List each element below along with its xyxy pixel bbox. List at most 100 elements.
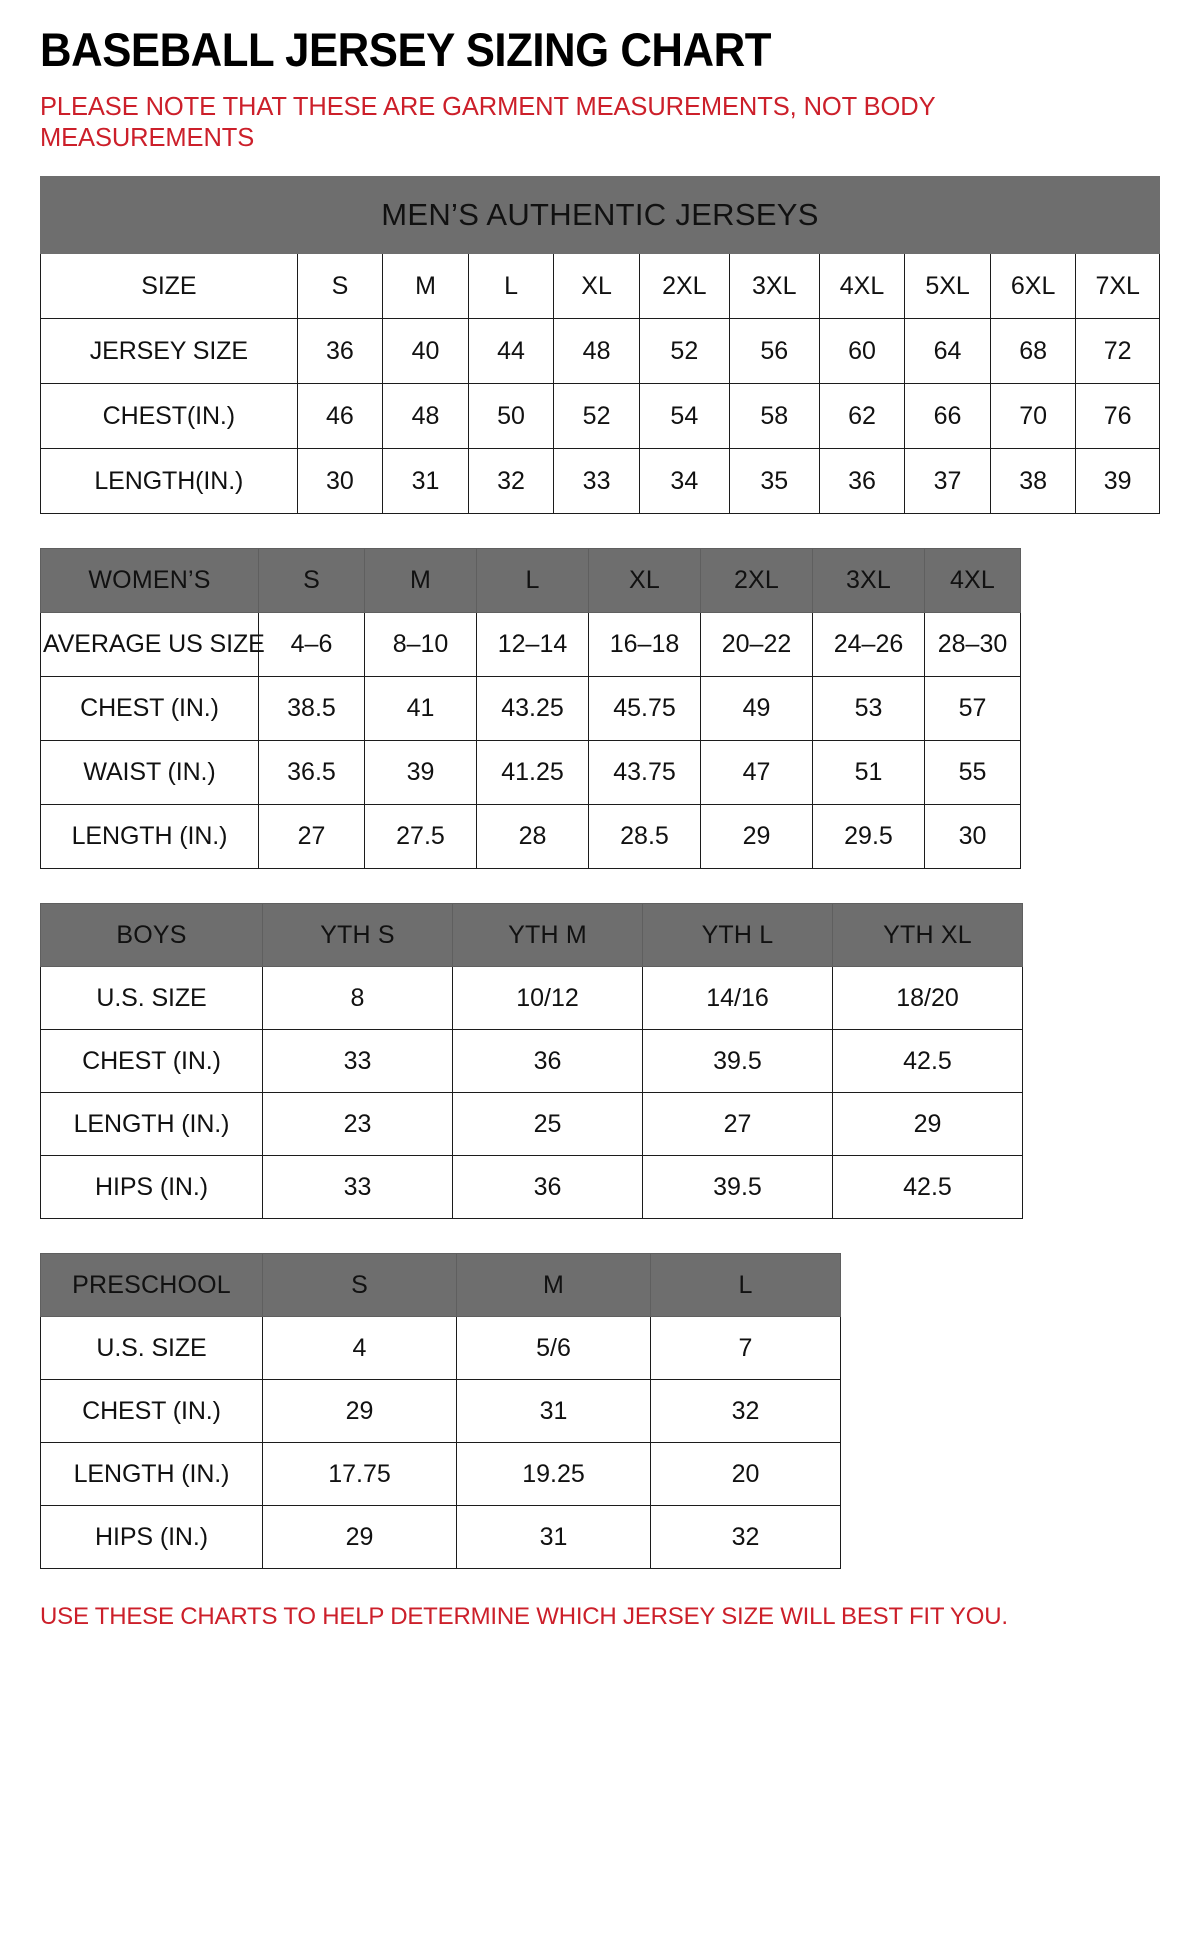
cell: 76 bbox=[1075, 383, 1160, 450]
cell: 64 bbox=[904, 318, 991, 385]
row-label-hips: HIPS (IN.) bbox=[40, 1155, 263, 1220]
cell: 35 bbox=[728, 448, 820, 515]
row-label-hips: HIPS (IN.) bbox=[40, 1505, 263, 1570]
table-row: AVERAGE US SIZE 4–6 8–10 12–14 16–18 20–… bbox=[40, 612, 1021, 678]
cell: 56 bbox=[728, 318, 820, 385]
cell: 45.75 bbox=[588, 676, 701, 742]
cell: 29 bbox=[262, 1379, 457, 1444]
cell: 29.5 bbox=[812, 804, 925, 870]
table-row: LENGTH(IN.) 30 31 32 33 34 35 36 37 38 3… bbox=[40, 448, 1160, 515]
cell: 8 bbox=[262, 966, 453, 1031]
cell: 52 bbox=[638, 318, 730, 385]
cell: 28–30 bbox=[924, 612, 1021, 678]
col-header-m: M bbox=[364, 548, 477, 614]
cell: 17.75 bbox=[262, 1442, 457, 1507]
cell: 37 bbox=[904, 448, 991, 515]
corner-label-size: SIZE bbox=[40, 253, 298, 320]
cell: 18/20 bbox=[832, 966, 1023, 1031]
cell: 50 bbox=[467, 383, 555, 450]
row-label-chest: CHEST(IN.) bbox=[40, 383, 298, 450]
corner-label-womens: WOMEN’S bbox=[40, 548, 259, 614]
cell: 36.5 bbox=[258, 740, 365, 806]
cell: 49 bbox=[700, 676, 813, 742]
table-boys: BOYS YTH S YTH M YTH L YTH XL U.S. SIZE … bbox=[40, 903, 1023, 1220]
table-header-row: WOMEN’S S M L XL 2XL 3XL 4XL bbox=[40, 548, 1021, 614]
cell: 36 bbox=[818, 448, 906, 515]
cell: 43.75 bbox=[588, 740, 701, 806]
row-label-chest: CHEST (IN.) bbox=[40, 1379, 263, 1444]
row-label-length: LENGTH (IN.) bbox=[40, 1092, 263, 1157]
cell: 33 bbox=[262, 1155, 453, 1220]
cell: 41.25 bbox=[476, 740, 589, 806]
col-header-m: M bbox=[456, 1253, 651, 1318]
cell: 40 bbox=[382, 318, 469, 385]
cell: 68 bbox=[989, 318, 1077, 385]
cell: 34 bbox=[638, 448, 730, 515]
cell: 31 bbox=[456, 1379, 651, 1444]
table-row: LENGTH (IN.) 17.75 19.25 20 bbox=[40, 1442, 841, 1507]
cell: 66 bbox=[904, 383, 991, 450]
col-header-3xl: 3XL bbox=[728, 253, 820, 320]
cell: 53 bbox=[812, 676, 925, 742]
cell: 39 bbox=[1075, 448, 1160, 515]
cell: 32 bbox=[650, 1379, 841, 1444]
cell: 31 bbox=[382, 448, 469, 515]
cell: 27 bbox=[258, 804, 365, 870]
col-header-5xl: 5XL bbox=[904, 253, 991, 320]
row-label-length: LENGTH (IN.) bbox=[40, 804, 259, 870]
col-header-l: L bbox=[650, 1253, 841, 1318]
table-row: HIPS (IN.) 33 36 39.5 42.5 bbox=[40, 1155, 1023, 1220]
table-row: LENGTH (IN.) 27 27.5 28 28.5 29 29.5 30 bbox=[40, 804, 1021, 870]
cell: 14/16 bbox=[642, 966, 833, 1031]
cell: 52 bbox=[553, 383, 640, 450]
cell: 30 bbox=[296, 448, 384, 515]
cell: 39.5 bbox=[642, 1155, 833, 1220]
table-row: CHEST (IN.) 38.5 41 43.25 45.75 49 53 57 bbox=[40, 676, 1021, 742]
cell: 23 bbox=[262, 1092, 453, 1157]
table-row: CHEST(IN.) 46 48 50 52 54 58 62 66 70 76 bbox=[40, 383, 1160, 450]
cell: 48 bbox=[553, 318, 640, 385]
col-header-yth-l: YTH L bbox=[642, 903, 833, 968]
cell: 42.5 bbox=[832, 1029, 1023, 1094]
table-row: JERSEY SIZE 36 40 44 48 52 56 60 64 68 7… bbox=[40, 318, 1160, 385]
cell: 29 bbox=[700, 804, 813, 870]
table-header-row: PRESCHOOL S M L bbox=[40, 1253, 841, 1318]
col-header-4xl: 4XL bbox=[924, 548, 1021, 614]
row-label-length: LENGTH (IN.) bbox=[40, 1442, 263, 1507]
cell: 25 bbox=[452, 1092, 643, 1157]
cell: 27.5 bbox=[364, 804, 477, 870]
row-label-chest: CHEST (IN.) bbox=[40, 676, 259, 742]
cell: 33 bbox=[553, 448, 640, 515]
col-header-3xl: 3XL bbox=[812, 548, 925, 614]
footer-note: USE THESE CHARTS TO HELP DETERMINE WHICH… bbox=[40, 1603, 1008, 1631]
cell: 44 bbox=[467, 318, 555, 385]
cell: 4–6 bbox=[258, 612, 365, 678]
cell: 47 bbox=[700, 740, 813, 806]
cell: 70 bbox=[989, 383, 1077, 450]
table-mens-authentic-jerseys: MEN’S AUTHENTIC JERSEYS SIZE S M L XL 2X… bbox=[40, 176, 1160, 515]
cell: 8–10 bbox=[364, 612, 477, 678]
mens-banner-label: MEN’S AUTHENTIC JERSEYS bbox=[40, 176, 1160, 255]
row-label-waist: WAIST (IN.) bbox=[40, 740, 259, 806]
cell: 51 bbox=[812, 740, 925, 806]
cell: 39 bbox=[364, 740, 477, 806]
cell: 10/12 bbox=[452, 966, 643, 1031]
col-header-xl: XL bbox=[553, 253, 640, 320]
cell: 28.5 bbox=[588, 804, 701, 870]
cell: 19.25 bbox=[456, 1442, 651, 1507]
cell: 54 bbox=[638, 383, 730, 450]
table-row: CHEST (IN.) 33 36 39.5 42.5 bbox=[40, 1029, 1023, 1094]
cell: 38.5 bbox=[258, 676, 365, 742]
cell: 27 bbox=[642, 1092, 833, 1157]
table-header-row: BOYS YTH S YTH M YTH L YTH XL bbox=[40, 903, 1023, 968]
cell: 31 bbox=[456, 1505, 651, 1570]
table-header-row: SIZE S M L XL 2XL 3XL 4XL 5XL 6XL 7XL bbox=[40, 253, 1160, 320]
cell: 46 bbox=[296, 383, 384, 450]
cell: 55 bbox=[924, 740, 1021, 806]
table-row: LENGTH (IN.) 23 25 27 29 bbox=[40, 1092, 1023, 1157]
col-header-xl: XL bbox=[588, 548, 701, 614]
cell: 20 bbox=[650, 1442, 841, 1507]
cell: 5/6 bbox=[456, 1316, 651, 1381]
row-label-average-us-size: AVERAGE US SIZE bbox=[40, 612, 265, 678]
col-header-2xl: 2XL bbox=[638, 253, 730, 320]
